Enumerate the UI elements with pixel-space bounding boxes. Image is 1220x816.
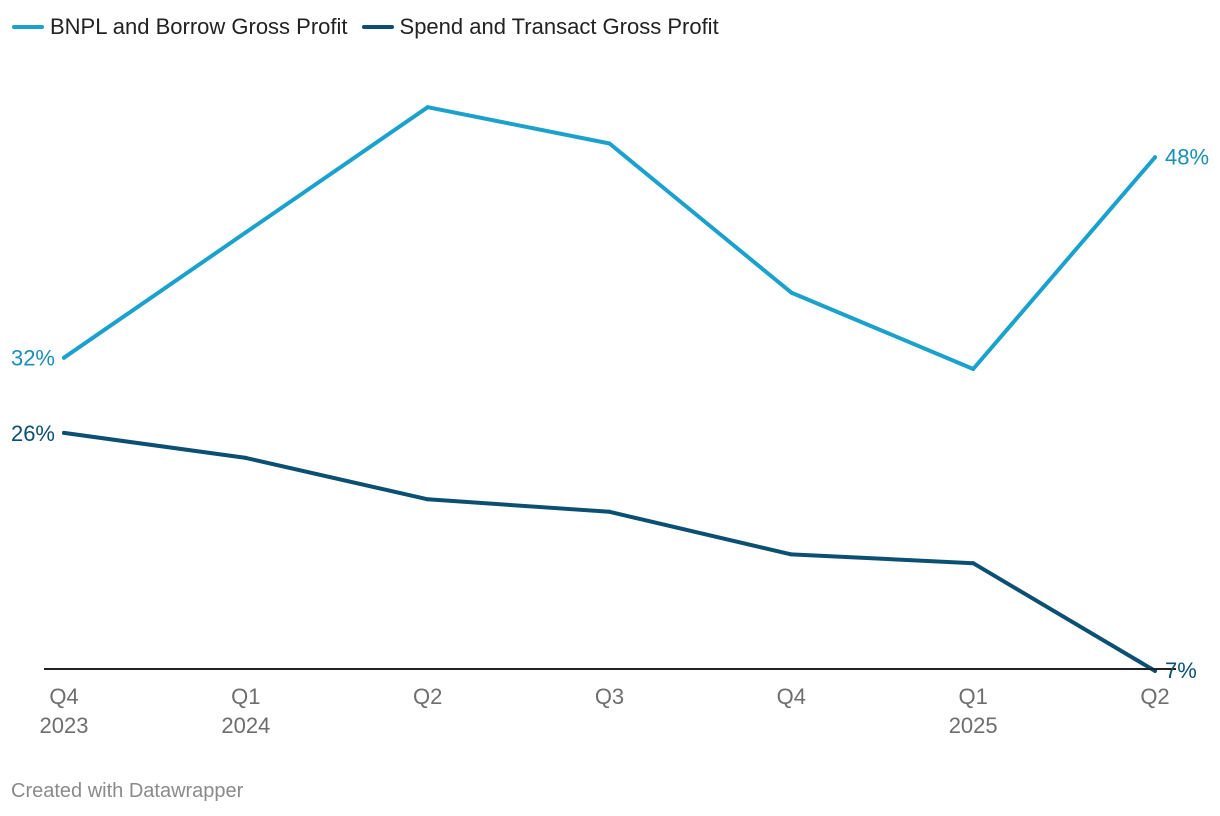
legend-item-spend: Spend and Transact Gross Profit bbox=[361, 14, 719, 40]
data-point-spend-0 bbox=[62, 430, 66, 435]
data-point-spend-2 bbox=[425, 497, 430, 502]
legend-label-bnpl: BNPL and Borrow Gross Profit bbox=[50, 14, 348, 39]
data-labels: 32% 48% 26% 7% bbox=[11, 144, 1209, 683]
x-tick-label-quarter: Q1 bbox=[231, 684, 260, 709]
x-tick-label-year: 2023 bbox=[40, 713, 89, 738]
chart-legend: BNPL and Borrow Gross Profit Spend and T… bbox=[12, 14, 733, 40]
series-line-spend bbox=[62, 430, 1157, 673]
legend-swatch-spend bbox=[361, 25, 394, 29]
series-layer bbox=[62, 105, 1157, 673]
data-point-bnpl-2 bbox=[425, 105, 430, 110]
start-label-bnpl: 32% bbox=[11, 346, 55, 371]
data-point-spend-4 bbox=[789, 552, 794, 557]
data-point-bnpl-6 bbox=[1153, 155, 1157, 160]
end-label-spend: 7% bbox=[1165, 658, 1197, 683]
x-tick-label-quarter: Q2 bbox=[1140, 684, 1169, 709]
data-point-spend-1 bbox=[243, 455, 248, 460]
data-point-bnpl-4 bbox=[789, 290, 794, 295]
legend-item-bnpl: BNPL and Borrow Gross Profit bbox=[12, 14, 348, 40]
x-tick-label-quarter: Q2 bbox=[413, 684, 442, 709]
end-label-bnpl: 48% bbox=[1165, 144, 1209, 169]
x-tick-label-quarter: Q3 bbox=[595, 684, 624, 709]
data-point-bnpl-5 bbox=[971, 366, 976, 371]
x-tick-label-quarter: Q1 bbox=[958, 684, 987, 709]
data-point-bnpl-0 bbox=[62, 355, 66, 360]
x-tick-label-quarter: Q4 bbox=[777, 684, 806, 709]
data-point-spend-5 bbox=[971, 561, 976, 566]
footer-credit: Created with Datawrapper bbox=[11, 780, 244, 802]
data-point-bnpl-3 bbox=[607, 141, 612, 146]
x-tick-label-year: 2024 bbox=[221, 713, 270, 738]
data-point-bnpl-1 bbox=[243, 230, 248, 235]
start-label-spend: 26% bbox=[11, 421, 55, 446]
legend-label-spend: Spend and Transact Gross Profit bbox=[399, 14, 719, 39]
x-tick-label-quarter: Q4 bbox=[49, 684, 78, 709]
x-axis-ticks: Q4 2023 Q1 2024 Q2 Q3 Q4 Q1 2025 Q2 bbox=[40, 684, 1170, 738]
data-point-spend-3 bbox=[607, 509, 612, 514]
series-line-bnpl bbox=[62, 105, 1157, 371]
legend-swatch-bnpl bbox=[12, 25, 44, 29]
x-tick-label-year: 2025 bbox=[949, 713, 998, 738]
